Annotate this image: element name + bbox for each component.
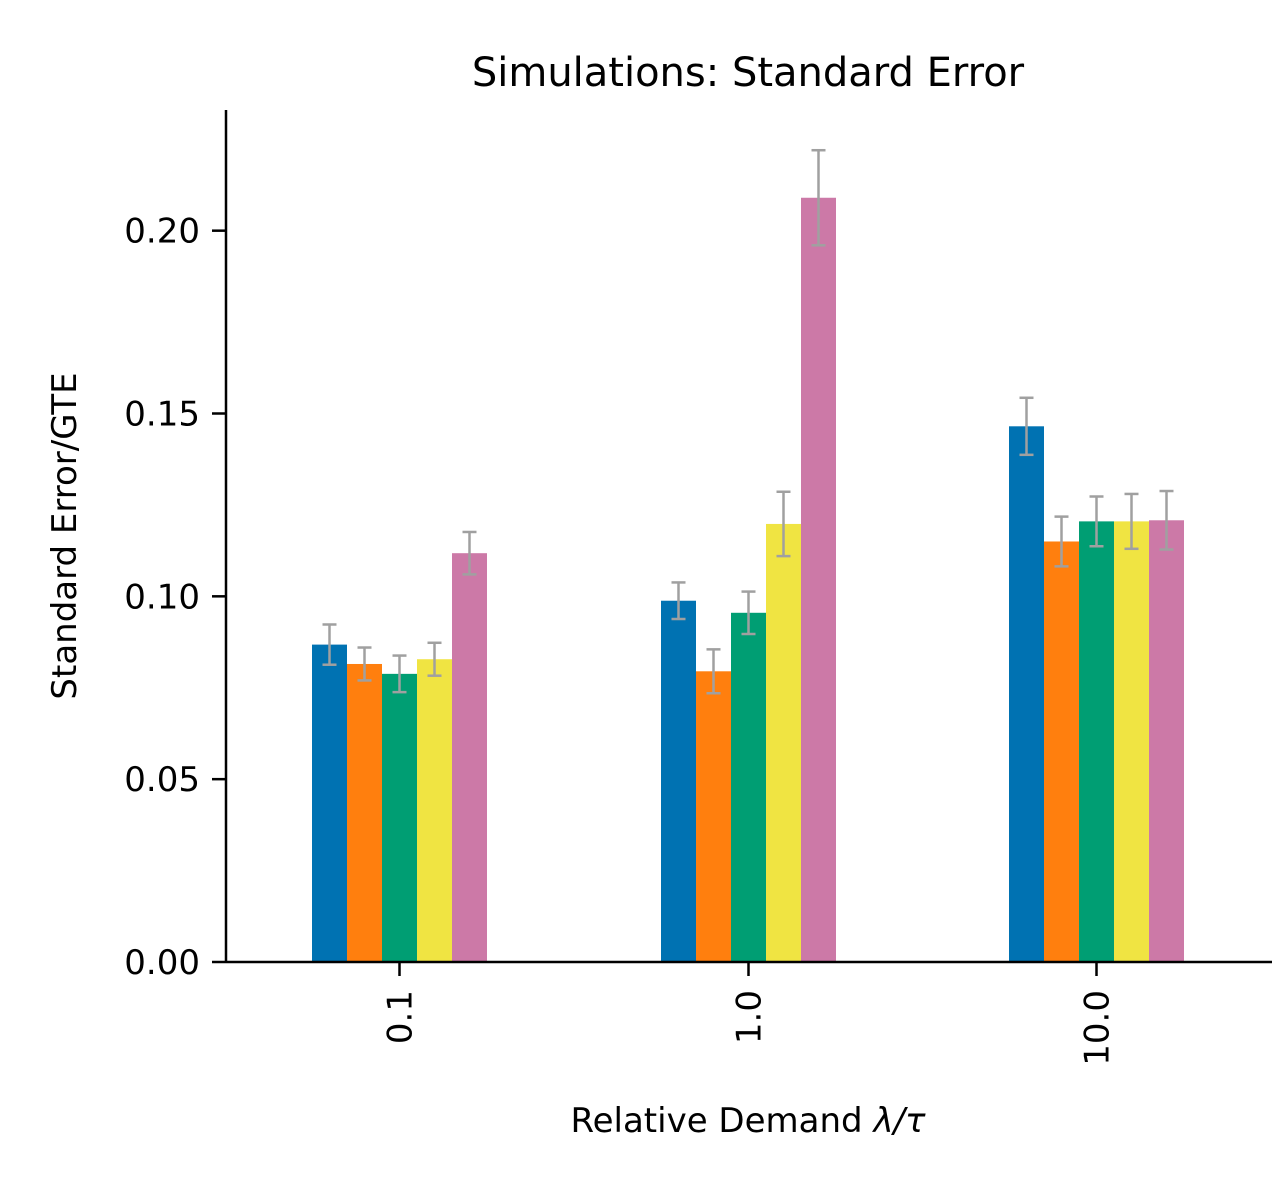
x-axis-label-math: λ/τ: [871, 1101, 926, 1141]
error-bar-s2-1.0: [706, 648, 721, 695]
error-bar-s5-10.0: [1159, 489, 1174, 551]
bar-s3-1.0: [731, 612, 766, 962]
y-tick-label: 0.05: [124, 760, 200, 800]
error-bar-s3-1.0: [741, 590, 756, 636]
error-bar-s5-0.1: [462, 530, 477, 576]
bar-s2-1.0: [696, 671, 731, 962]
error-bar-s3-0.1: [392, 654, 407, 694]
error-bars-layer: [322, 148, 1174, 695]
error-bar-s3-10.0: [1089, 495, 1104, 548]
bar-s3-0.1: [382, 673, 417, 962]
bar-s5-10.0: [1149, 520, 1184, 962]
x-axis-label: Relative Demand λ/τ: [571, 1101, 926, 1141]
bar-s3-10.0: [1079, 521, 1114, 962]
error-bar-s2-10.0: [1054, 515, 1069, 568]
x-tick-label: 0.1: [381, 990, 421, 1044]
bar-s1-10.0: [1009, 426, 1044, 962]
error-bar-s1-1.0: [671, 581, 686, 621]
error-bar-s4-1.0: [776, 490, 791, 558]
error-bar-s1-0.1: [322, 623, 337, 666]
bar-s2-0.1: [347, 663, 382, 962]
x-axis-label-prefix: Relative Demand: [571, 1101, 874, 1141]
error-bar-s5-1.0: [811, 148, 826, 247]
error-bar-s4-10.0: [1124, 492, 1139, 551]
error-bar-s1-10.0: [1019, 396, 1034, 457]
y-ticks: 0.00 0.05 0.10 0.15 0.20: [124, 212, 226, 983]
y-axis-label: Standard Error/GTE: [45, 372, 85, 699]
bars-layer: [312, 197, 1184, 963]
x-tick-label: 10.0: [1078, 990, 1118, 1066]
bar-s5-1.0: [801, 197, 836, 963]
bar-s2-10.0: [1044, 541, 1079, 962]
y-tick-label: 0.15: [124, 395, 200, 435]
bar-s4-0.1: [417, 659, 452, 962]
error-bar-s2-0.1: [357, 646, 372, 682]
y-tick-label: 0.10: [124, 577, 200, 617]
y-tick-label: 0.00: [124, 943, 200, 983]
bar-s1-0.1: [312, 644, 347, 962]
bar-s4-1.0: [766, 523, 801, 962]
y-tick-label: 0.20: [124, 212, 200, 252]
x-tick-label: 1.0: [730, 990, 770, 1044]
error-bar-s4-0.1: [427, 641, 442, 677]
x-ticks: 0.1 1.0 10.0: [381, 962, 1118, 1066]
chart-title: Simulations: Standard Error: [472, 50, 1025, 96]
bar-s1-1.0: [661, 600, 696, 962]
bar-s4-10.0: [1114, 521, 1149, 962]
bar-s5-0.1: [452, 553, 487, 962]
